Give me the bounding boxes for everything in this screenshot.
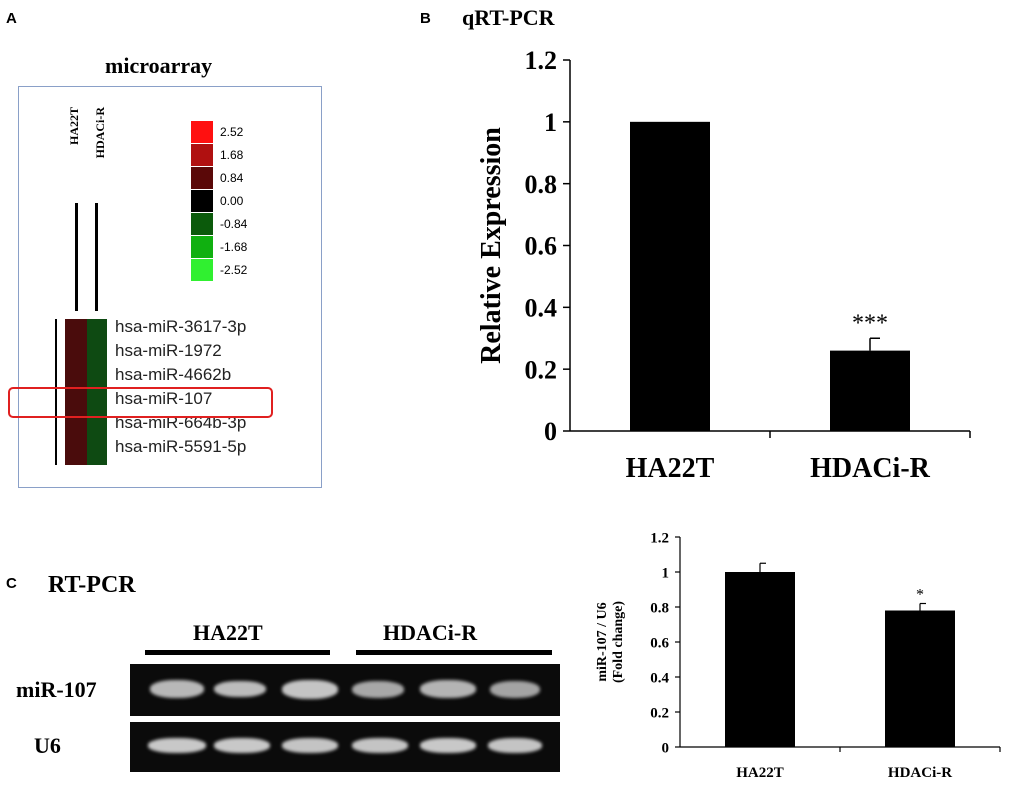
y-tick-label: 0.4 [650,670,669,686]
gel-row-mir107: miR-107 [16,677,97,702]
scale-swatch [191,259,213,281]
y-tick-label: 0.8 [650,600,669,616]
gel-image-u6 [130,722,560,772]
gene-label: hsa-miR-3617-3p [115,317,247,336]
scale-label: -2.52 [220,263,248,277]
scale-label: -1.68 [220,240,248,254]
rt-pcr-title: RT-PCR [48,572,136,598]
y-tick-label: 0.6 [650,635,669,651]
dendrogram-line [75,203,78,311]
scale-swatch [191,190,213,212]
gel-group-hdaci: HDACi-R [383,620,478,645]
microarray-title: microarray [105,53,213,78]
gel-image-mir107 [130,664,560,716]
y-tick-label: 1 [662,565,670,581]
gel-group-bar [145,650,330,655]
bar [885,610,955,747]
scale-label: 0.84 [220,171,244,185]
gel-row-u6: U6 [34,733,61,758]
x-category-label: HDACi-R [888,765,952,781]
y-tick-label: 0.6 [525,232,558,261]
qrt-pcr-title: qRT-PCR [462,5,555,30]
scale-swatch [191,167,213,189]
y-tick-label: 0 [544,417,557,446]
scale-swatch [191,144,213,166]
mir107-u6-chart: 0 0.2 0.4 0.6 0.8 1 1.2 HA22T * HDACi-R miR-107 / … [595,530,1001,781]
panel-c-letter: C [6,575,17,592]
scale-label: -0.84 [220,217,248,231]
bar [725,572,795,747]
x-category-label: HDACi-R [810,453,931,484]
significance-label: *** [852,310,888,336]
gene-label: hsa-miR-5591-5p [115,437,247,456]
y-tick-label: 0.8 [525,170,558,199]
gene-label: hsa-miR-1972 [115,341,222,360]
y-tick-label: 0.4 [525,293,558,322]
heatmap-column-ha22t [65,319,87,465]
y-tick-label: 0 [662,740,670,756]
scale-swatch [191,121,213,143]
y-axis-label-2: (Fold change) [611,601,626,683]
x-category-label: HA22T [736,765,784,781]
highlight-box [8,387,273,418]
panel-a-letter: A [6,10,17,27]
gel-group-bar [356,650,552,655]
gene-label: hsa-miR-107 [115,389,213,408]
panel-b-letter: B [420,10,431,27]
y-tick-label: 0.2 [650,705,669,721]
heatmap-col-hdaci: HDACi-R [93,107,107,159]
gel-group-ha22t: HA22T [193,620,263,645]
dendrogram-line [95,203,98,311]
significance-label: * [916,587,924,604]
x-category-label: HA22T [626,453,715,484]
y-axis-label: miR-107 / U6 [595,602,610,681]
scale-label: 0.00 [220,194,244,208]
y-tick-label: 1.2 [650,530,669,546]
y-tick-label: 0.2 [525,355,558,384]
heatmap-box: HA22T HDACi-R 2.52 1.68 0.84 0.00 -0.84 -1.68… [18,86,322,488]
bar [630,121,710,431]
scale-label: 2.52 [220,125,244,139]
heatmap-column-hdaci [87,319,107,465]
gene-label: hsa-miR-4662b [115,365,232,384]
y-axis-label: Relative Expression [476,127,507,364]
scale-swatch [191,213,213,235]
y-tick-label: 1.2 [525,46,558,75]
bar [830,350,910,431]
y-tick-label: 1 [544,108,557,137]
dendrogram-line [55,319,57,465]
heatmap-col-ha22t: HA22T [67,107,81,146]
qrt-pcr-chart: 0 0.2 0.4 0.6 0.8 1 1.2 HA22T *** HDACi-R Relative… [476,46,971,484]
scale-label: 1.68 [220,148,244,162]
scale-swatch [191,236,213,258]
